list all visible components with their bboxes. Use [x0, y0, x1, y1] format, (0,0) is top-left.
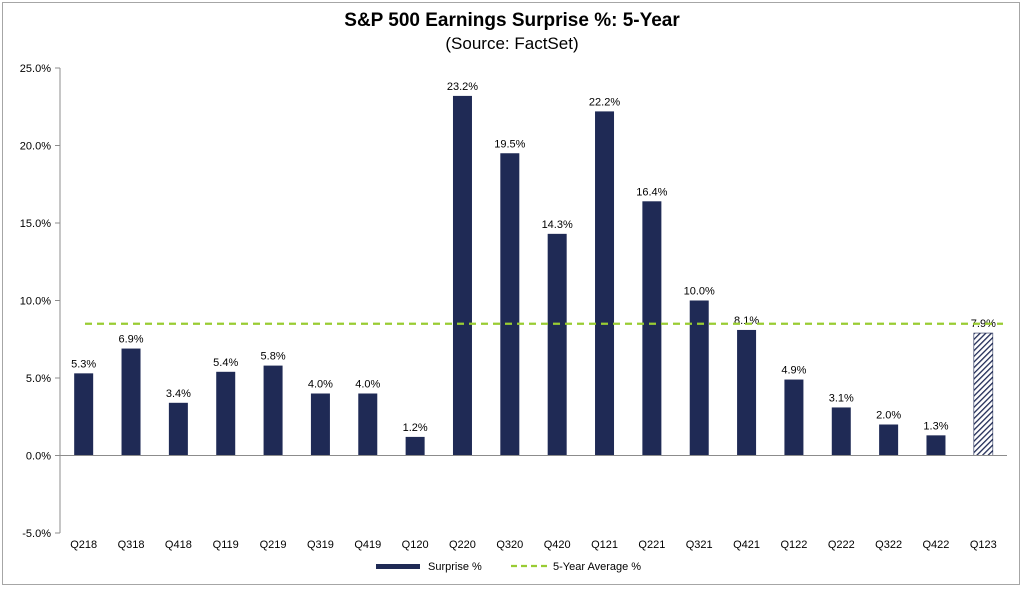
bar-q319 — [310, 393, 330, 456]
data-label-q122: 4.9% — [781, 365, 806, 377]
data-label-q322: 2.0% — [876, 410, 901, 422]
legend: Surprise % 5-Year Average % — [376, 561, 641, 573]
y-tick-label: 20.0% — [20, 141, 51, 153]
x-tick-label: Q318 — [118, 539, 145, 551]
x-tick-label: Q320 — [496, 539, 523, 551]
x-tick-label: Q322 — [875, 539, 902, 551]
x-tick-label: Q419 — [354, 539, 381, 551]
data-label-q320: 19.5% — [494, 138, 525, 150]
x-tick-label: Q422 — [923, 539, 950, 551]
y-tick-label: 15.0% — [20, 218, 51, 230]
x-tick-label: Q121 — [591, 539, 618, 551]
data-label-q418: 3.4% — [166, 388, 191, 400]
data-label-q419: 4.0% — [355, 379, 380, 391]
x-tick-label: Q220 — [449, 539, 476, 551]
bar-q420 — [547, 233, 567, 456]
bar-q119 — [216, 371, 236, 456]
x-tick-label: Q222 — [828, 539, 855, 551]
y-tick-label: 25.0% — [20, 63, 51, 75]
data-label-q218: 5.3% — [71, 358, 96, 370]
data-labels: 5.3% 6.9% 3.4% 5.4% 5.8% 4.0% 4.0% 1.2% 23.2% 19.… — [71, 81, 996, 434]
legend-swatch-surprise — [376, 564, 420, 569]
x-axis: Q218 Q318 Q418 Q119 Q219 Q319 Q419 Q120 Q220 Q320… — [60, 455, 1007, 551]
x-tick-label: Q319 — [307, 539, 334, 551]
bar-q122 — [784, 379, 804, 456]
bar-q418 — [168, 402, 188, 456]
data-label-q421: 8.1% — [734, 315, 759, 327]
bar-q422 — [926, 435, 946, 456]
y-tick-label: 10.0% — [20, 296, 51, 308]
x-tick-label: Q120 — [402, 539, 429, 551]
data-label-q318: 6.9% — [118, 334, 143, 346]
y-tick-label: -5.0% — [22, 528, 51, 540]
x-tick-label: Q420 — [544, 539, 571, 551]
data-label-q121: 22.2% — [589, 96, 620, 108]
bar-q123 — [973, 332, 994, 456]
data-label-q221: 16.4% — [636, 186, 667, 198]
data-label-q119: 5.4% — [213, 357, 238, 369]
bar-q222 — [831, 407, 851, 456]
bar-q121 — [595, 111, 615, 456]
x-tick-label: Q421 — [733, 539, 760, 551]
x-tick-label: Q123 — [970, 539, 997, 551]
bar-q320 — [500, 153, 520, 456]
x-tick-label: Q119 — [213, 539, 239, 551]
bars — [74, 95, 994, 456]
bar-q120 — [405, 436, 425, 456]
data-label-q219: 5.8% — [261, 351, 286, 363]
data-label-q222: 3.1% — [829, 392, 854, 404]
chart-subtitle: (Source: FactSet) — [445, 34, 579, 53]
bar-q321 — [689, 300, 709, 456]
y-axis: -5.0% 0.0% 5.0% 10.0% 15.0% 20.0% 25.0% — [20, 63, 61, 540]
bar-q218 — [74, 373, 94, 456]
y-tick-label: 0.0% — [26, 451, 51, 463]
legend-label-average: 5-Year Average % — [553, 561, 641, 573]
data-label-q120: 1.2% — [403, 422, 428, 434]
chart-title: S&P 500 Earnings Surprise %: 5-Year — [344, 10, 680, 31]
data-label-q321: 10.0% — [684, 286, 715, 298]
bar-q220 — [452, 95, 472, 456]
bar-q419 — [358, 393, 378, 456]
data-label-q123: 7.9% — [971, 318, 996, 330]
y-tick-label: 5.0% — [26, 373, 51, 385]
x-tick-label: Q218 — [70, 539, 97, 551]
bar-q221 — [642, 201, 662, 456]
x-tick-label: Q219 — [260, 539, 287, 551]
x-tick-label: Q321 — [686, 539, 713, 551]
bar-q219 — [263, 365, 283, 456]
legend-label-surprise: Surprise % — [428, 561, 482, 573]
bar-q322 — [879, 424, 899, 456]
data-label-q220: 23.2% — [447, 81, 478, 93]
data-label-q422: 1.3% — [923, 420, 948, 432]
bar-q421 — [737, 329, 757, 456]
data-label-q420: 14.3% — [542, 219, 573, 231]
data-label-q319: 4.0% — [308, 379, 333, 391]
bar-q318 — [121, 348, 141, 456]
x-tick-label: Q122 — [780, 539, 807, 551]
x-tick-label: Q221 — [638, 539, 665, 551]
x-tick-label: Q418 — [165, 539, 192, 551]
